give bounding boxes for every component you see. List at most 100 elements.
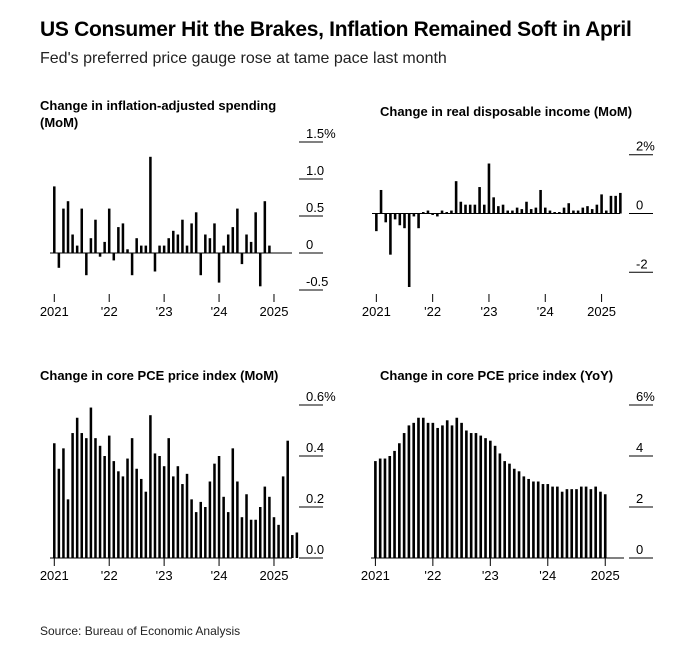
bar	[53, 443, 56, 558]
bar	[541, 484, 545, 558]
bar	[62, 208, 65, 253]
bar	[162, 466, 166, 558]
y-tick-label: 0.4	[306, 440, 324, 455]
bar	[240, 253, 244, 265]
bar	[492, 197, 495, 214]
bar	[107, 435, 111, 558]
bar	[103, 456, 106, 558]
y-tick-label: 0.0	[306, 542, 324, 557]
bar	[286, 440, 289, 558]
x-tick-label: 2021	[40, 304, 69, 319]
bar	[511, 210, 514, 214]
bar	[506, 210, 510, 214]
bar	[412, 422, 416, 558]
y-tick-label: 2%	[636, 139, 655, 154]
bar	[245, 494, 248, 558]
bar	[482, 204, 486, 214]
bar	[426, 210, 430, 214]
bar	[493, 445, 497, 558]
bar	[135, 238, 138, 253]
bar	[291, 535, 294, 558]
bar	[103, 241, 106, 253]
bar	[190, 499, 193, 558]
bar	[94, 438, 97, 558]
bar	[222, 245, 225, 253]
x-tick-label: '23	[156, 304, 173, 319]
bar	[551, 486, 554, 558]
bar	[144, 245, 148, 253]
bar	[139, 245, 143, 253]
bar	[89, 407, 93, 558]
bar	[158, 456, 161, 558]
bar	[440, 210, 444, 214]
bar	[185, 245, 189, 253]
bar	[231, 227, 235, 253]
x-tick-label: '23	[156, 568, 173, 583]
page-title: US Consumer Hit the Brakes, Inflation Re…	[40, 18, 632, 41]
bar	[199, 253, 203, 276]
bar	[436, 213, 439, 217]
x-tick-label: '24	[211, 568, 228, 583]
bar	[421, 212, 425, 214]
y-tick-label: 0.5	[306, 200, 324, 215]
bar	[277, 524, 280, 558]
bar	[268, 245, 271, 253]
bar	[254, 212, 257, 253]
y-tick-label: -0.5	[306, 274, 328, 289]
bar	[172, 230, 175, 253]
bar	[62, 448, 65, 558]
bar	[53, 186, 56, 253]
bar	[149, 156, 152, 253]
bar	[393, 450, 396, 558]
source-note: Source: Bureau of Economic Analysis	[40, 624, 241, 638]
bar	[508, 463, 511, 558]
bar	[249, 241, 253, 253]
bar	[208, 238, 212, 253]
bar	[465, 430, 468, 558]
bar	[450, 425, 454, 558]
bar	[599, 491, 602, 558]
bar	[249, 519, 253, 558]
bar	[543, 207, 547, 214]
x-tick-label: 2025	[591, 568, 620, 583]
bar	[117, 471, 120, 558]
y-tick-label: 0.2	[306, 491, 324, 506]
y-tick-label: 6%	[636, 389, 655, 404]
x-tick-label: 2025	[260, 304, 289, 319]
bar	[497, 206, 500, 214]
page-subtitle: Fed's preferred price gauge rose at tame…	[40, 50, 447, 67]
bar	[460, 422, 463, 558]
x-tick-label: '22	[424, 568, 441, 583]
bar	[388, 456, 392, 558]
bar	[268, 496, 271, 558]
bar	[586, 206, 589, 214]
bar	[579, 486, 583, 558]
bar	[441, 425, 444, 558]
bar	[525, 201, 528, 214]
x-tick-label: '23	[480, 304, 497, 319]
bar	[469, 433, 473, 558]
bar	[498, 453, 502, 558]
y-tick-label: 1.0	[306, 163, 324, 178]
bar	[600, 194, 603, 214]
bar	[402, 433, 406, 558]
bar	[199, 501, 203, 558]
bar	[534, 207, 538, 214]
chart-spending: Change in inflation-adjusted spending (Mo…	[40, 98, 336, 319]
bar	[117, 227, 120, 253]
x-tick-label: 2021	[40, 568, 69, 583]
bar	[254, 519, 257, 558]
bar	[594, 486, 597, 558]
bar	[383, 458, 387, 558]
y-tick-label: 0.6%	[306, 389, 336, 404]
bar	[581, 207, 585, 214]
bar	[185, 473, 189, 558]
bar	[375, 213, 378, 232]
bar	[204, 234, 207, 253]
bar	[295, 532, 299, 558]
bar	[393, 213, 397, 220]
bar	[112, 253, 116, 261]
bar	[426, 422, 430, 558]
bar	[474, 433, 478, 558]
bar	[75, 417, 79, 558]
